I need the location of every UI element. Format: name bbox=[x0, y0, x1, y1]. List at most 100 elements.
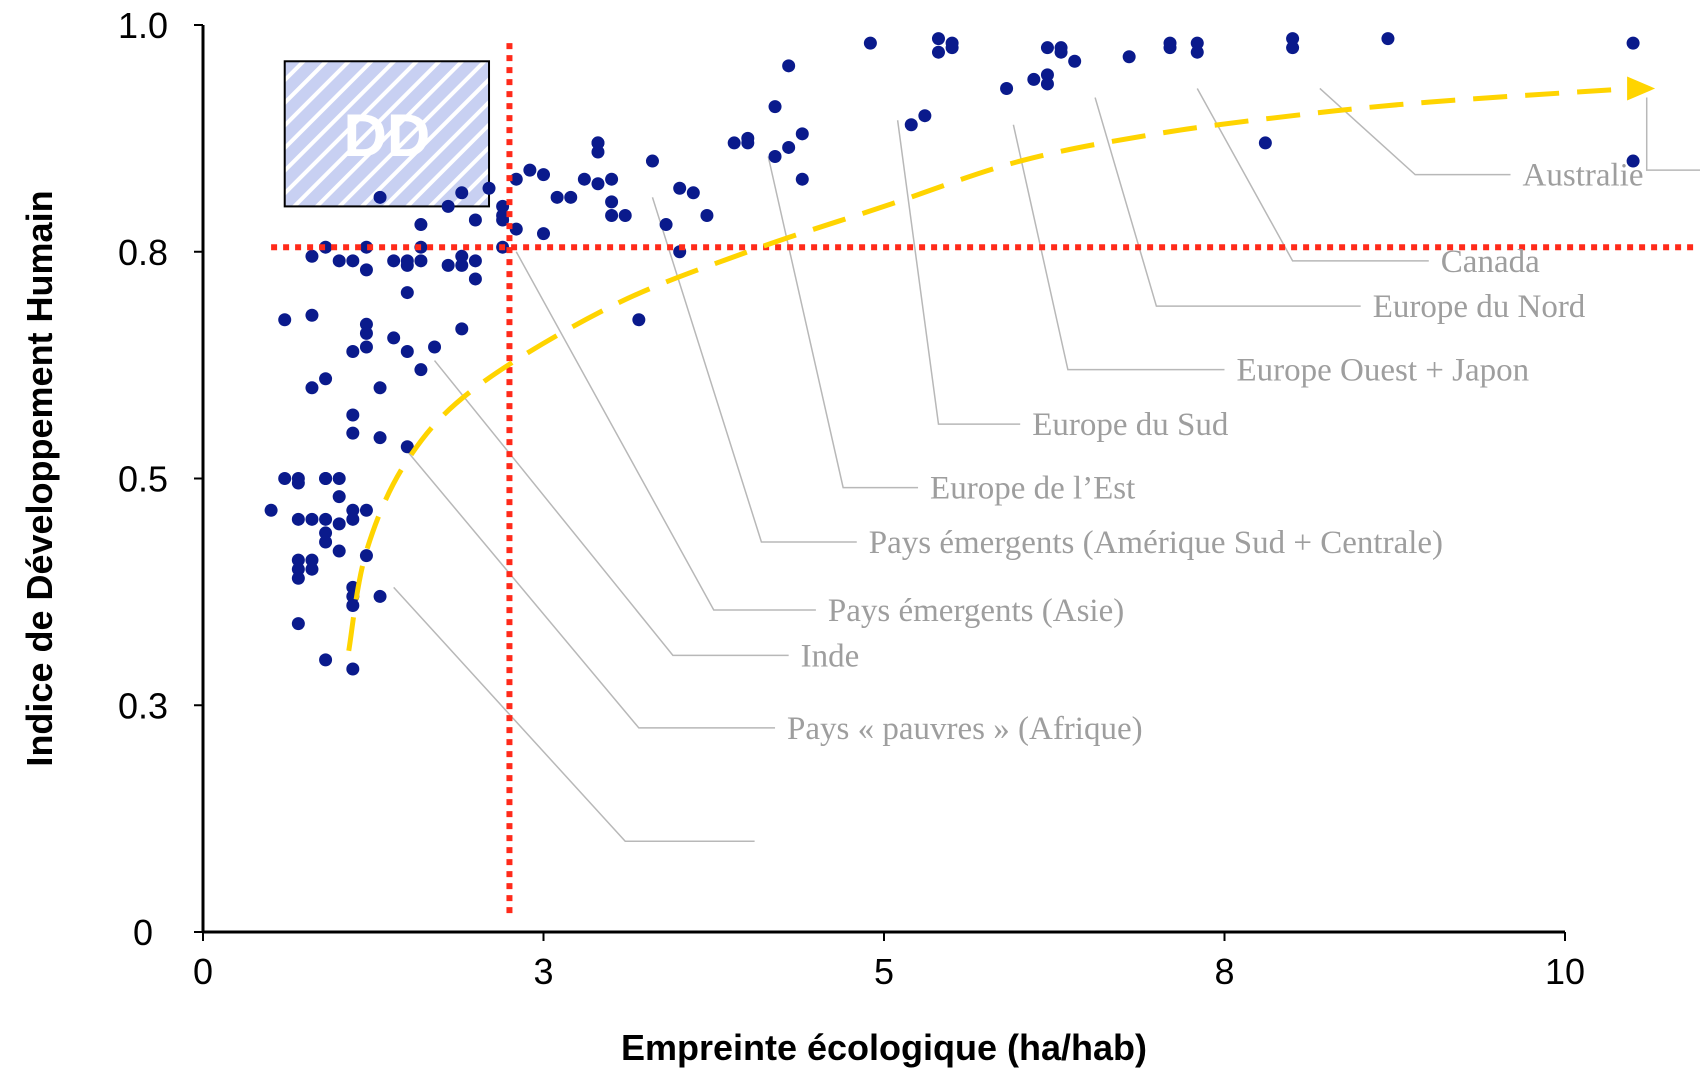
data-point bbox=[482, 181, 496, 195]
data-point bbox=[1626, 154, 1640, 168]
annotation-leader-line bbox=[1319, 87, 1511, 176]
data-point bbox=[332, 472, 346, 485]
annotation-leader-line bbox=[393, 586, 755, 843]
data-point bbox=[346, 662, 360, 676]
data-point bbox=[795, 127, 809, 141]
data-point bbox=[564, 190, 578, 204]
x-tick-label: 5 bbox=[874, 951, 894, 992]
data-point bbox=[931, 32, 945, 46]
data-point bbox=[1068, 54, 1082, 68]
annotation-leader-line bbox=[1645, 97, 1700, 171]
data-point bbox=[359, 317, 373, 331]
data-point bbox=[686, 186, 700, 200]
annotation-leader-line bbox=[767, 156, 919, 489]
annotation-label: Pays émergents (Asie) bbox=[828, 593, 1124, 629]
annotation-label: Canada bbox=[1441, 244, 1540, 280]
annotation-leader-line bbox=[896, 120, 1021, 425]
data-point bbox=[455, 249, 469, 263]
data-point bbox=[1040, 77, 1054, 91]
data-point bbox=[278, 472, 292, 485]
annotation-leader-line bbox=[1196, 88, 1429, 262]
trend-arrowhead bbox=[1627, 76, 1656, 101]
data-point bbox=[387, 254, 401, 268]
data-point bbox=[468, 254, 482, 268]
data-point bbox=[605, 195, 619, 209]
data-point bbox=[591, 136, 605, 150]
annotation-label: Europe Ouest + Japon bbox=[1237, 353, 1530, 389]
data-point bbox=[1122, 50, 1136, 64]
data-point bbox=[359, 263, 373, 277]
data-point bbox=[305, 562, 319, 576]
data-point bbox=[537, 227, 550, 241]
y-tick-label: 0.3 bbox=[118, 685, 168, 726]
data-point bbox=[1054, 41, 1068, 55]
data-point bbox=[782, 140, 796, 154]
annotation-label: Pays émergents (Amérique Sud + Centrale) bbox=[869, 525, 1443, 561]
data-point bbox=[346, 503, 360, 517]
data-point bbox=[455, 258, 469, 272]
data-point bbox=[1626, 36, 1640, 50]
data-point bbox=[319, 526, 333, 540]
data-point bbox=[659, 218, 673, 232]
annotation-label: Europe du Nord bbox=[1373, 289, 1586, 325]
data-point bbox=[577, 172, 591, 186]
data-point bbox=[904, 118, 918, 132]
data-point bbox=[319, 653, 333, 667]
data-points bbox=[264, 32, 1640, 676]
data-point bbox=[346, 512, 360, 526]
data-point bbox=[632, 313, 646, 327]
data-point bbox=[509, 222, 523, 236]
data-point bbox=[945, 36, 959, 50]
data-point bbox=[332, 490, 346, 504]
data-point bbox=[1258, 136, 1272, 150]
data-point bbox=[319, 512, 333, 526]
annotation-leader-line bbox=[1012, 124, 1225, 371]
data-point bbox=[291, 512, 305, 526]
data-point bbox=[468, 213, 482, 227]
data-point bbox=[523, 163, 537, 177]
data-point bbox=[468, 272, 482, 286]
y-tick-label: 0.5 bbox=[118, 459, 168, 500]
data-point bbox=[918, 109, 932, 123]
x-tick-label: 8 bbox=[1214, 951, 1234, 992]
annotation-label: Europe de l’Est bbox=[930, 471, 1135, 507]
data-point bbox=[1000, 81, 1014, 95]
data-point bbox=[1286, 32, 1300, 46]
data-point bbox=[319, 472, 333, 485]
data-point bbox=[700, 208, 714, 222]
data-point bbox=[359, 240, 373, 254]
annotation-leaders bbox=[393, 87, 1700, 843]
data-point bbox=[605, 172, 619, 186]
data-point bbox=[305, 381, 319, 395]
y-ticks: 0 0.3 0.5 0.8 1.0 bbox=[118, 5, 203, 953]
data-point bbox=[537, 168, 550, 182]
data-point bbox=[291, 617, 305, 631]
data-point bbox=[346, 426, 360, 440]
data-point bbox=[359, 340, 373, 354]
data-point bbox=[291, 571, 305, 585]
data-point bbox=[387, 331, 401, 345]
data-point bbox=[496, 199, 510, 213]
data-point bbox=[591, 177, 605, 191]
annotation-label: Australie bbox=[1523, 158, 1644, 194]
data-point bbox=[441, 258, 455, 272]
data-point bbox=[496, 213, 510, 227]
data-point bbox=[741, 131, 755, 145]
dd-label: DD bbox=[344, 102, 431, 169]
annotation-label: Inde bbox=[801, 638, 860, 674]
data-point bbox=[359, 326, 373, 340]
data-point bbox=[1040, 68, 1054, 82]
annotation-label: Pays « pauvres » (Afrique) bbox=[787, 711, 1143, 747]
data-point bbox=[305, 249, 319, 263]
data-point bbox=[414, 363, 428, 377]
data-point bbox=[768, 100, 782, 114]
y-tick-label: 0.8 bbox=[118, 232, 168, 273]
data-point bbox=[673, 181, 687, 195]
y-tick-label: 1.0 bbox=[118, 5, 168, 46]
data-point bbox=[291, 472, 305, 485]
data-point bbox=[1190, 45, 1204, 59]
data-point bbox=[373, 190, 387, 204]
data-point bbox=[1381, 32, 1395, 46]
annotation-label: Europe du Sud bbox=[1032, 407, 1229, 443]
